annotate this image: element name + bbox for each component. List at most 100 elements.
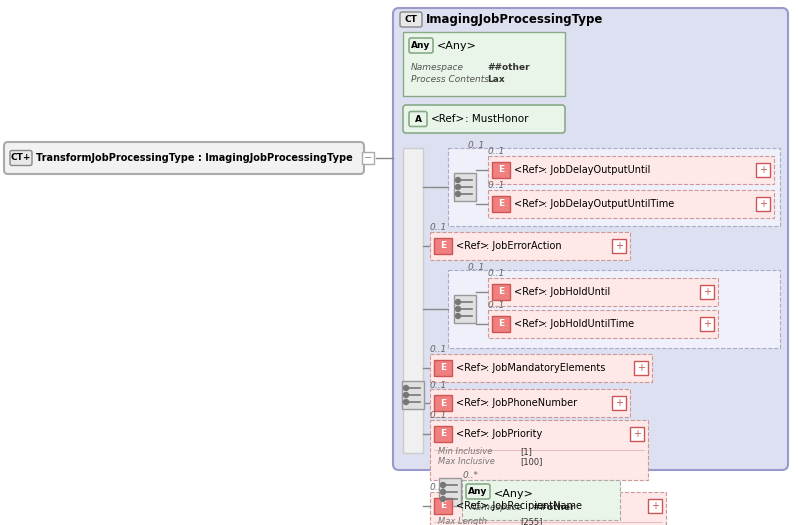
Text: E: E xyxy=(498,288,504,297)
Bar xyxy=(430,492,666,525)
Text: E: E xyxy=(440,242,446,250)
Bar xyxy=(612,396,626,410)
FancyBboxPatch shape xyxy=(4,142,364,174)
Bar xyxy=(756,163,770,177)
Bar xyxy=(439,478,461,506)
Text: +: + xyxy=(703,319,711,329)
Text: −: − xyxy=(364,153,372,163)
Text: [255]: [255] xyxy=(520,518,543,525)
Text: 0..1: 0..1 xyxy=(488,269,505,278)
Text: <Any>: <Any> xyxy=(494,489,534,499)
Text: : MustHonor: : MustHonor xyxy=(465,114,528,124)
Text: [100]: [100] xyxy=(520,457,543,467)
FancyBboxPatch shape xyxy=(409,38,433,53)
Text: 0..1: 0..1 xyxy=(430,224,447,233)
Bar xyxy=(488,190,774,218)
Text: +: + xyxy=(633,429,641,439)
Text: Any: Any xyxy=(468,487,488,496)
Text: 0..*: 0..* xyxy=(463,470,479,479)
Text: +: + xyxy=(759,165,767,175)
Bar xyxy=(630,427,644,441)
Circle shape xyxy=(456,192,460,196)
Text: : JobDelayOutputUntilTime: : JobDelayOutputUntilTime xyxy=(544,199,674,209)
Text: E: E xyxy=(498,200,504,208)
Text: ##other: ##other xyxy=(487,64,530,72)
Bar xyxy=(492,162,510,178)
Text: 0..1: 0..1 xyxy=(430,484,447,492)
FancyBboxPatch shape xyxy=(466,484,490,499)
Text: CT+: CT+ xyxy=(10,153,31,163)
Bar xyxy=(434,360,452,376)
Text: CT: CT xyxy=(405,15,417,24)
Bar xyxy=(492,196,510,212)
Text: : JobHoldUntilTime: : JobHoldUntilTime xyxy=(544,319,634,329)
Text: Process Contents: Process Contents xyxy=(411,76,489,85)
Bar xyxy=(430,389,630,417)
Text: 0..1: 0..1 xyxy=(468,264,485,272)
Text: <Ref>: <Ref> xyxy=(514,165,546,175)
Bar xyxy=(488,310,718,338)
Bar xyxy=(430,420,648,480)
Circle shape xyxy=(456,184,460,190)
Bar xyxy=(634,361,648,375)
Text: : JobRecipientName: : JobRecipientName xyxy=(486,501,582,511)
Bar xyxy=(434,426,452,442)
Bar xyxy=(434,395,452,411)
Bar xyxy=(434,238,452,254)
Text: E: E xyxy=(440,501,446,510)
Text: : JobMandatoryElements: : JobMandatoryElements xyxy=(486,363,606,373)
Bar xyxy=(492,284,510,300)
Text: <Ref>: <Ref> xyxy=(431,114,465,124)
Text: E: E xyxy=(440,429,446,438)
Bar xyxy=(612,239,626,253)
Text: <Ref>: <Ref> xyxy=(514,199,546,209)
Text: +: + xyxy=(615,241,623,251)
Text: <Ref>: <Ref> xyxy=(456,241,488,251)
Text: Max Inclusive: Max Inclusive xyxy=(438,457,495,467)
Text: +: + xyxy=(651,501,659,511)
Bar xyxy=(756,197,770,211)
Text: 0..1: 0..1 xyxy=(430,412,447,421)
Bar xyxy=(403,32,565,96)
Text: <Ref>: <Ref> xyxy=(514,287,546,297)
FancyBboxPatch shape xyxy=(10,151,32,165)
Text: 0..1: 0..1 xyxy=(430,381,447,390)
Circle shape xyxy=(456,307,460,311)
Bar xyxy=(462,480,620,520)
Circle shape xyxy=(440,489,445,495)
Bar xyxy=(430,354,652,382)
Circle shape xyxy=(440,497,445,501)
Circle shape xyxy=(404,393,409,397)
Text: [1]: [1] xyxy=(520,447,532,457)
Circle shape xyxy=(440,482,445,488)
Text: <Ref>: <Ref> xyxy=(456,501,488,511)
Text: : JobPhoneNumber: : JobPhoneNumber xyxy=(486,398,577,408)
Text: <Ref>: <Ref> xyxy=(456,398,488,408)
Text: ImagingJobProcessingType: ImagingJobProcessingType xyxy=(426,14,603,26)
Bar xyxy=(454,173,476,201)
Bar xyxy=(648,499,662,513)
Circle shape xyxy=(404,400,409,404)
Bar xyxy=(403,148,423,453)
Circle shape xyxy=(456,299,460,304)
Text: : JobDelayOutputUntil: : JobDelayOutputUntil xyxy=(544,165,650,175)
Bar xyxy=(700,317,714,331)
Text: TransformJobProcessingType : ImagingJobProcessingType: TransformJobProcessingType : ImagingJobP… xyxy=(36,153,353,163)
Text: +: + xyxy=(759,199,767,209)
Text: E: E xyxy=(498,165,504,174)
Bar xyxy=(488,156,774,184)
Text: Lax: Lax xyxy=(487,76,504,85)
Text: 0..1: 0..1 xyxy=(488,181,505,190)
Text: +: + xyxy=(615,398,623,408)
Text: +: + xyxy=(637,363,645,373)
Text: 0..1: 0..1 xyxy=(488,301,505,310)
FancyBboxPatch shape xyxy=(393,8,788,470)
Circle shape xyxy=(456,313,460,319)
Text: E: E xyxy=(440,398,446,407)
Circle shape xyxy=(404,385,409,391)
Bar xyxy=(700,285,714,299)
Bar xyxy=(362,152,374,164)
FancyBboxPatch shape xyxy=(409,111,427,127)
Text: 0..1: 0..1 xyxy=(430,345,447,354)
Circle shape xyxy=(456,177,460,183)
